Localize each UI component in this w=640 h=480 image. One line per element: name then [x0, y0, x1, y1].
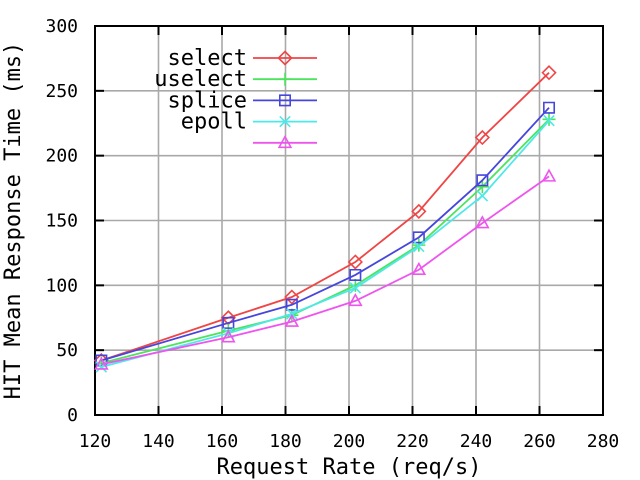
y-tick-label: 50: [56, 340, 78, 361]
data-point-marker: [476, 190, 489, 202]
data-point-marker: [347, 254, 363, 270]
x-tick-label: 140: [142, 431, 175, 452]
data-point-marker: [474, 129, 490, 146]
legend-label: splice: [168, 88, 247, 113]
series-line: [101, 107, 550, 362]
data-point-marker: [349, 268, 362, 281]
legend-item-select: select: [168, 46, 317, 71]
axis-ticks: [94, 25, 604, 416]
data-point-marker: [349, 282, 362, 294]
legend-label: select: [168, 46, 247, 71]
data-point-marker: [221, 329, 236, 343]
data-point-marker: [412, 238, 426, 252]
legend-label: epoll: [181, 110, 247, 135]
legend-label: uselect: [154, 67, 247, 92]
data-point-marker: [541, 65, 557, 81]
y-axis-label: HIT Mean Response Time (ms): [1, 42, 26, 400]
series-select: [93, 65, 557, 369]
series-uselect: [94, 112, 556, 370]
legend-marker-diamond-icon: [277, 50, 293, 66]
series-line: [101, 120, 550, 368]
data-point-marker: [542, 112, 556, 126]
tick-labels: 120 140 160 180 200 220 240 260 280 0 50 100 150 200 2…: [45, 16, 619, 452]
x-tick-label: 180: [269, 431, 302, 452]
y-tick-label: 100: [45, 275, 78, 296]
x-tick-label: 260: [523, 431, 556, 452]
data-point-marker: [543, 101, 556, 114]
data-point-marker: [348, 293, 363, 307]
x-tick-label: 280: [587, 431, 620, 452]
legend-marker-triangle-icon: [277, 134, 293, 149]
y-tick-label: 150: [45, 211, 78, 232]
data-point-marker: [476, 174, 489, 187]
data-point-marker: [284, 313, 300, 327]
legend-item-splice: splice: [168, 88, 317, 113]
data-point-marker: [285, 298, 298, 311]
legend-item-uselect: uselect: [154, 67, 317, 92]
x-tick-label: 240: [460, 431, 493, 452]
data-point-marker: [541, 168, 557, 182]
x-tick-label: 160: [206, 431, 239, 452]
x-tick-label: 120: [79, 431, 112, 452]
data-point-marker: [284, 289, 300, 305]
series-unnamed: [94, 168, 557, 370]
legend-item-unnamed: [253, 134, 317, 149]
y-tick-label: 300: [45, 16, 78, 37]
y-tick-label: 200: [45, 146, 78, 167]
x-tick-label: 220: [396, 431, 429, 452]
data-point-marker: [475, 215, 490, 229]
x-tick-label: 200: [333, 431, 366, 452]
legend-marker-square-icon: [279, 94, 291, 107]
y-tick-label: 250: [45, 81, 78, 102]
data-point-marker: [94, 356, 109, 370]
legend-marker-plus-icon: [278, 72, 292, 86]
data-point-marker: [543, 114, 555, 127]
series-epoll: [95, 114, 555, 373]
y-tick-label: 0: [67, 405, 78, 426]
data-point-marker: [475, 180, 489, 194]
x-axis-label: Request Rate (req/s): [217, 455, 482, 480]
legend-marker-x-icon: [279, 115, 291, 128]
series-line: [101, 175, 550, 366]
legend-item-epoll: epoll: [181, 110, 317, 135]
data-point-marker: [413, 240, 425, 253]
data-point-marker: [411, 261, 427, 276]
data-point-marker: [411, 203, 427, 220]
